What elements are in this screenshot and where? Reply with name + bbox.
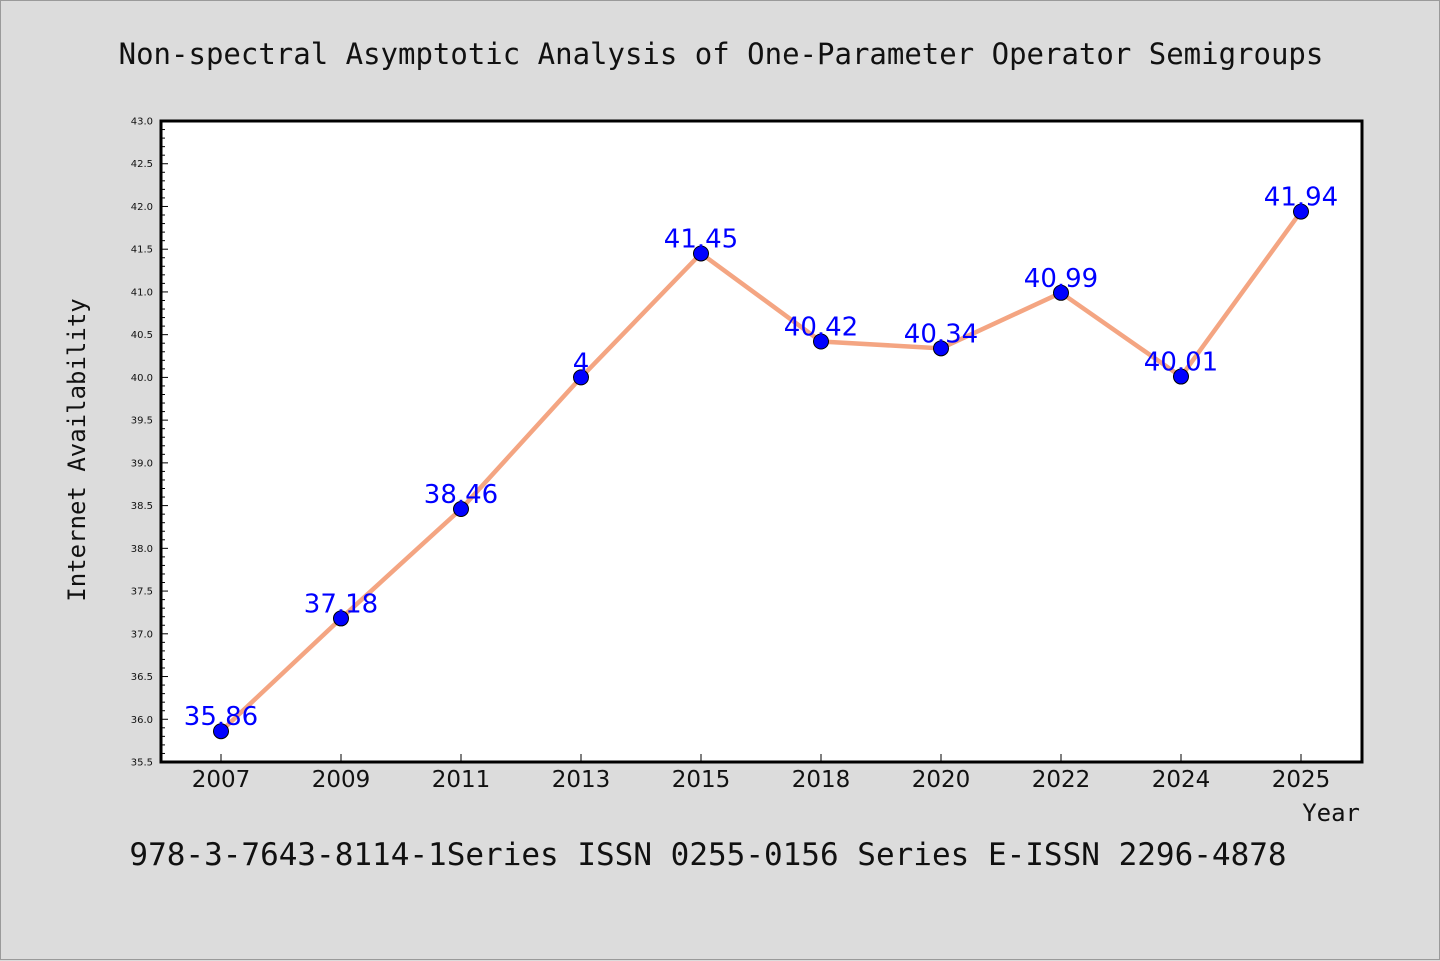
y-axis-label: Internet Availability	[63, 298, 91, 601]
data-label: 40.42	[784, 313, 858, 343]
plot-area	[159, 119, 1364, 764]
x-axis-label: Year	[1302, 799, 1360, 827]
y-tick-label: 42.5	[131, 159, 153, 170]
y-tick-label: 43.0	[131, 117, 153, 128]
data-point-marker	[693, 245, 709, 262]
y-tick-label: 42.0	[131, 202, 153, 213]
y-tick-label: 38.0	[131, 544, 153, 555]
y-tick-label: 37.5	[131, 587, 153, 598]
data-point-marker	[1173, 368, 1189, 385]
y-axis-ticks: 35.5 36.0 36.5 37.0 37.5 38.0 38.5 39.0 39.5 40.0…	[131, 117, 168, 769]
x-tick-label: 2025	[1272, 767, 1331, 793]
data-point-marker	[573, 369, 589, 386]
data-point-marker	[813, 333, 829, 350]
footer-text: 978-3-7643-8114-1Series ISSN 0255-0156 S…	[129, 837, 1286, 873]
data-point-marker	[933, 340, 949, 357]
x-axis-ticks: 2007 2009 2011 2013 2015 2018 2020 2022 2024 2025	[192, 754, 1331, 793]
data-point-marker	[1293, 203, 1309, 220]
series-group: 35.86 37.18 38.46 4 41.45 40.42 40.34 40.99 40.0…	[184, 183, 1338, 740]
data-label: 40.01	[1144, 348, 1218, 378]
x-tick-label: 2022	[1032, 767, 1091, 793]
data-point-marker	[453, 501, 469, 518]
y-tick-label: 39.0	[131, 458, 153, 469]
x-tick-label: 2024	[1152, 767, 1211, 793]
x-tick-label: 2013	[552, 767, 611, 793]
data-point-marker	[1053, 284, 1069, 301]
data-label: 41.94	[1264, 183, 1338, 213]
y-tick-label: 36.0	[131, 715, 153, 726]
data-label: 4	[573, 348, 590, 378]
data-label: 40.99	[1024, 264, 1098, 294]
series-line	[218, 209, 1304, 734]
x-tick-label: 2015	[672, 767, 731, 793]
y-tick-label: 40.0	[131, 373, 153, 384]
x-tick-label: 2020	[912, 767, 971, 793]
data-point-marker	[333, 610, 349, 627]
y-tick-label: 37.0	[131, 629, 153, 640]
data-point-marker	[213, 723, 229, 740]
x-tick-label: 2007	[192, 767, 251, 793]
y-tick-label: 41.5	[131, 245, 153, 256]
data-label: 40.34	[904, 319, 978, 349]
data-label: 38.46	[424, 480, 498, 510]
y-tick-label: 36.5	[131, 672, 153, 683]
x-tick-label: 2018	[792, 767, 851, 793]
y-tick-label: 40.5	[131, 330, 153, 341]
data-label: 35.86	[184, 702, 258, 732]
data-label: 37.18	[304, 589, 378, 619]
chart-title: Non-spectral Asymptotic Analysis of One-…	[119, 37, 1324, 71]
y-tick-label: 38.5	[131, 501, 153, 512]
data-label: 41.45	[664, 224, 738, 254]
x-tick-label: 2009	[312, 767, 371, 793]
y-tick-label: 41.0	[131, 287, 153, 298]
y-tick-label: 35.5	[131, 758, 153, 769]
x-tick-label: 2011	[432, 767, 491, 793]
y-tick-label: 39.5	[131, 416, 153, 427]
